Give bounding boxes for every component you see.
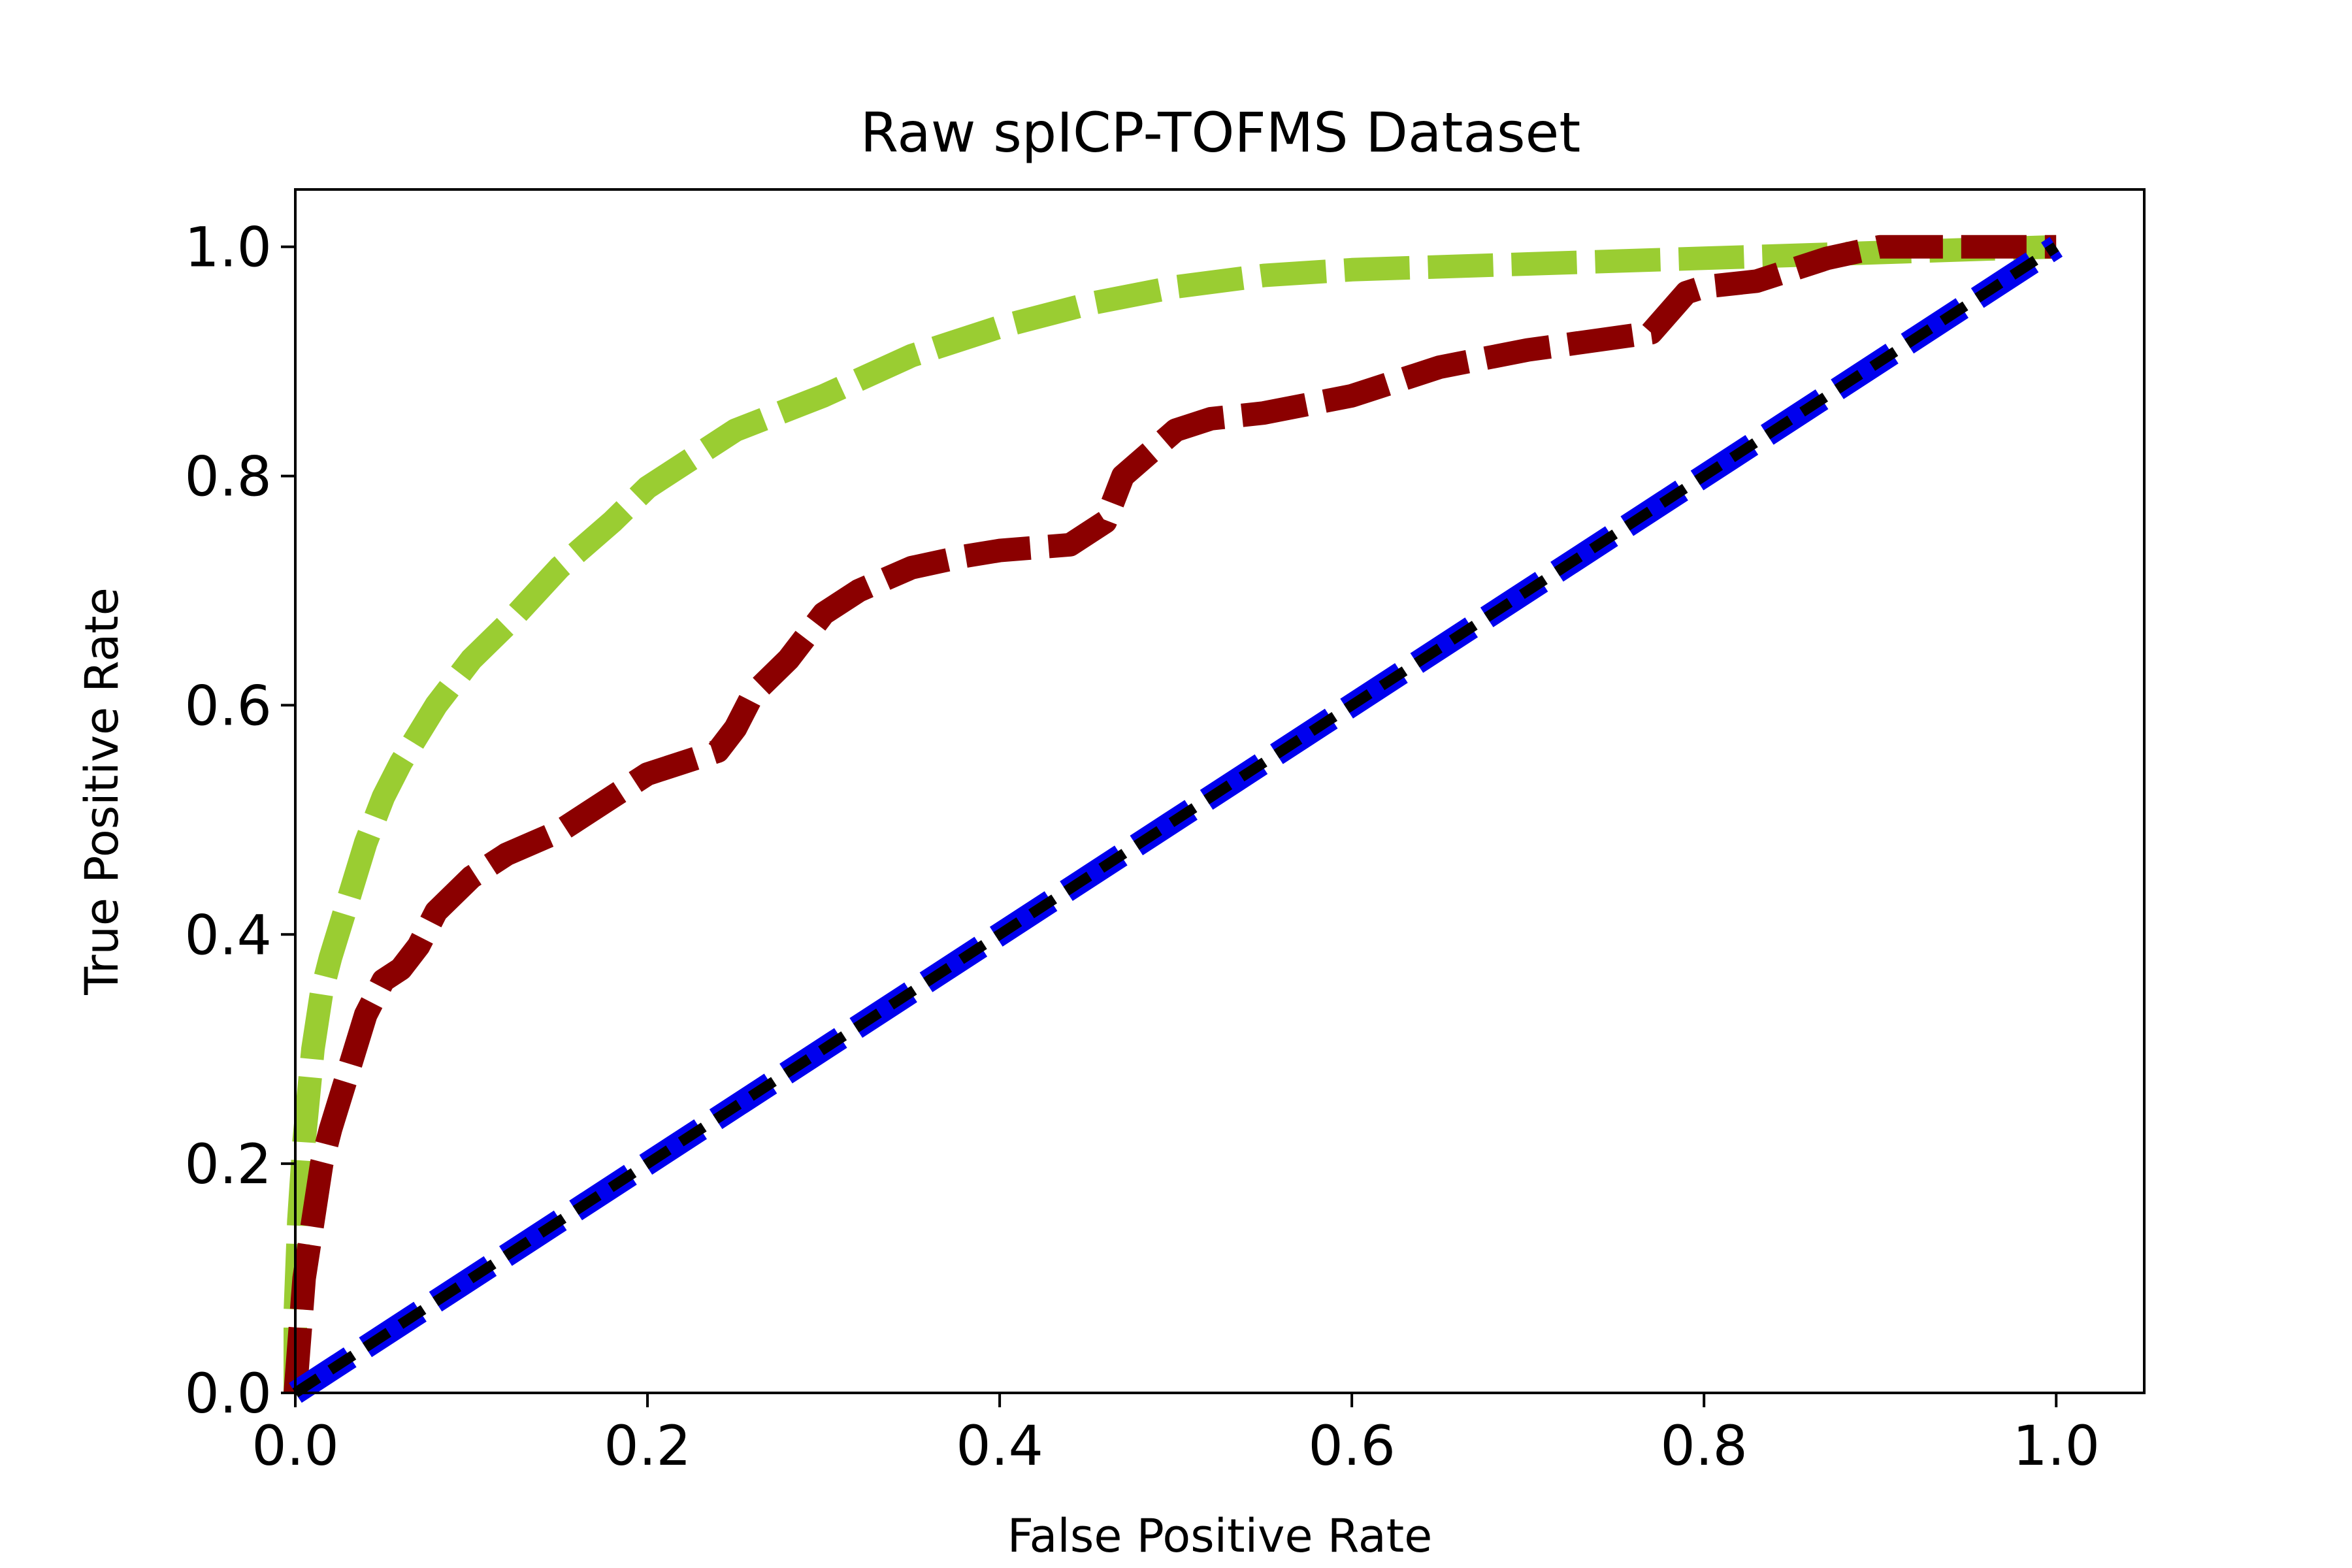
y-tick-label: 0.2 xyxy=(184,1132,272,1196)
y-axis: 0.0 0.2 0.4 0.6 0.8 1.0 xyxy=(184,216,295,1426)
x-axis: 0.0 0.2 0.4 0.6 0.8 1.0 xyxy=(252,1393,2100,1478)
x-tick-label: 1.0 xyxy=(2012,1414,2100,1478)
series-layer xyxy=(284,235,2063,1403)
x-axis-label: False Positive Rate xyxy=(1007,1509,1433,1563)
x-tick-label: 0.6 xyxy=(1308,1414,1396,1478)
chart-title: Raw spICP-TOFMS Dataset xyxy=(860,101,1581,165)
y-tick-label: 0.0 xyxy=(184,1362,272,1426)
y-tick-label: 0.4 xyxy=(184,903,272,967)
x-tick-label: 0.0 xyxy=(252,1414,339,1478)
y-tick-label: 0.6 xyxy=(184,674,272,738)
y-axis-label: True Positive Rate xyxy=(75,587,129,996)
x-tick-label: 0.8 xyxy=(1660,1414,1748,1478)
series-line-4 xyxy=(292,242,2059,1397)
x-tick-label: 0.2 xyxy=(604,1414,691,1478)
plot-frame xyxy=(294,188,2146,1394)
series-line-1 xyxy=(284,235,2057,1393)
series-line-2 xyxy=(284,235,2057,1394)
y-tick-label: 0.8 xyxy=(184,445,272,509)
y-tick-label: 1.0 xyxy=(184,216,272,280)
x-tick-label: 0.4 xyxy=(956,1414,1043,1478)
